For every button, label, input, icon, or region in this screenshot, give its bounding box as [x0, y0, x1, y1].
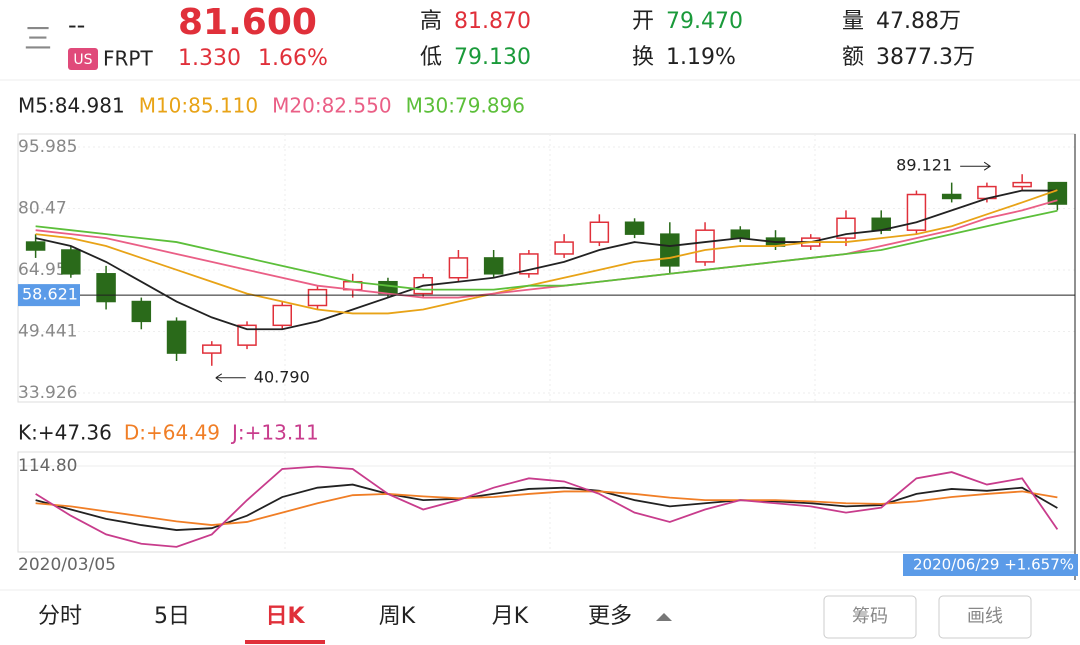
- max-arrow: [960, 161, 992, 171]
- candle-body: [483, 257, 504, 275]
- menu-icon[interactable]: 三: [24, 22, 52, 55]
- market-badge: [68, 48, 98, 70]
- stat-value: 3877.3万: [876, 45, 975, 70]
- candle-body: [96, 273, 116, 303]
- button[interactable]: [823, 595, 917, 639]
- stat-value: 79.130: [454, 45, 531, 70]
- line-series: [35, 189, 1058, 331]
- stat-label: 开: [632, 9, 654, 34]
- ma-legend: M10:85.110: [139, 94, 258, 118]
- line-series: [35, 189, 1058, 315]
- candle-body: [448, 257, 469, 279]
- crosshair-label: 58.621: [22, 285, 78, 304]
- stat-label: 低: [420, 45, 442, 70]
- candle-body: [61, 249, 81, 275]
- candle-body: [307, 288, 328, 307]
- button[interactable]: [938, 595, 1032, 639]
- tab[interactable]: 月K: [492, 604, 529, 629]
- button-label[interactable]: 筹码: [852, 606, 888, 627]
- y-tick-label: 49.441: [18, 321, 77, 341]
- tab[interactable]: 日K: [265, 604, 305, 629]
- stock-name: --: [68, 11, 85, 39]
- end-label: 2020/06/29 +1.657%: [913, 556, 1074, 574]
- tab[interactable]: 周K: [379, 604, 416, 629]
- kdj-legend: J:+13.11: [230, 421, 319, 445]
- tab[interactable]: 分时: [38, 604, 82, 629]
- candle-body: [1012, 181, 1032, 188]
- candle-body: [941, 193, 962, 200]
- line-series: [35, 209, 1058, 291]
- candle-body: [730, 229, 751, 239]
- change-pct: 1.66%: [258, 46, 328, 71]
- price: 81.600: [178, 2, 317, 43]
- y-tick-label: 95.985: [18, 137, 77, 157]
- ma-legend: M5:84.981: [18, 94, 125, 118]
- candle-body: [695, 229, 715, 263]
- y-tick-label: 80.47: [18, 199, 67, 219]
- candle-body: [131, 300, 152, 323]
- tab[interactable]: 更多: [588, 604, 632, 629]
- max-label: 89.121: [896, 156, 952, 175]
- candle-body: [660, 233, 680, 267]
- line-series: [35, 465, 1059, 548]
- kdj-legend: K:+47.36: [18, 421, 112, 445]
- stat-label: 换: [632, 45, 654, 70]
- ticker: FRPT: [103, 47, 153, 71]
- y-tick-label: 114.80: [18, 456, 77, 476]
- kdj-legend: D:+64.49: [124, 421, 220, 445]
- min-label: 40.790: [254, 367, 310, 386]
- button-label[interactable]: 画线: [967, 606, 1003, 627]
- candle-body: [272, 304, 292, 327]
- tab-underline: [245, 640, 325, 644]
- stat-label: 高: [420, 9, 442, 34]
- change: 1.330: [178, 46, 241, 71]
- stat-label: 量: [842, 9, 864, 34]
- start-date: 2020/03/05: [18, 555, 116, 575]
- market: US: [73, 52, 92, 68]
- stat-value: 81.870: [454, 9, 531, 34]
- candle-body: [624, 221, 645, 235]
- more-caret: [656, 613, 672, 621]
- candle-body: [589, 221, 610, 243]
- crosshair-tag: [18, 284, 80, 307]
- stat-value: 79.470: [666, 9, 743, 34]
- candle-body: [237, 324, 257, 346]
- stat-value: 1.19%: [666, 45, 736, 70]
- candle-body: [906, 193, 927, 231]
- tab[interactable]: 5日: [154, 604, 190, 629]
- ma-legend: M30:79.896: [406, 94, 525, 118]
- candle-body: [166, 320, 187, 354]
- candle-body: [554, 241, 574, 255]
- candle-body: [202, 344, 222, 354]
- candle-body: [378, 280, 398, 295]
- stat-label: 额: [842, 45, 864, 70]
- end-tag: [903, 554, 1078, 576]
- line-series: [35, 199, 1058, 299]
- stat-value: 47.88万: [876, 9, 961, 34]
- y-tick-label: 33.926: [18, 383, 77, 403]
- min-arrow: [215, 373, 246, 383]
- ma-legend: M20:82.550: [272, 94, 391, 118]
- candle-body: [25, 241, 46, 251]
